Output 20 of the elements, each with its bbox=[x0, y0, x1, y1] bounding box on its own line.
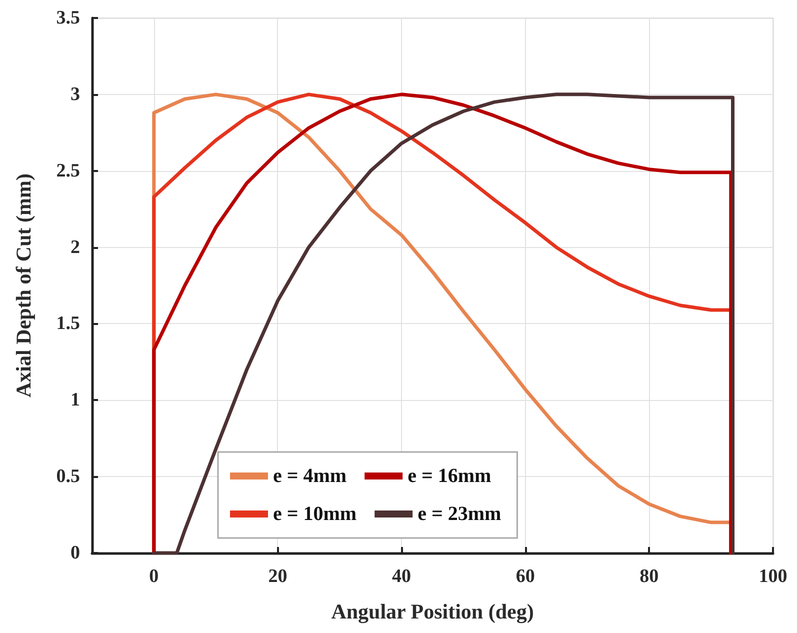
y-tick-label: 2.5 bbox=[56, 160, 80, 182]
x-tick-label: 20 bbox=[268, 566, 288, 587]
y-tick-label: 0.5 bbox=[56, 466, 80, 488]
x-axis-title: Angular Position (deg) bbox=[331, 600, 534, 624]
y-tick-label: 2 bbox=[70, 236, 80, 258]
y-axis-title: Axial Depth of Cut (mm) bbox=[12, 174, 36, 398]
x-tick-label: 100 bbox=[758, 566, 788, 587]
y-tick-label: 1 bbox=[70, 390, 80, 411]
y-tick-label: 1.5 bbox=[56, 313, 80, 334]
x-tick-label: 0 bbox=[149, 566, 159, 587]
legend-label: e = 23mm bbox=[418, 503, 502, 525]
legend-label: e = 10mm bbox=[273, 503, 357, 525]
x-tick-label: 60 bbox=[516, 566, 535, 587]
x-tick-label: 80 bbox=[640, 566, 659, 587]
legend-label: e = 4mm bbox=[273, 465, 347, 487]
y-tick-label: 3.5 bbox=[56, 8, 80, 28]
x-tick-label: 40 bbox=[392, 566, 412, 587]
y-tick-label: 0 bbox=[70, 542, 80, 564]
y-tick-label: 3 bbox=[70, 84, 80, 105]
legend-label: e = 16mm bbox=[408, 465, 492, 487]
